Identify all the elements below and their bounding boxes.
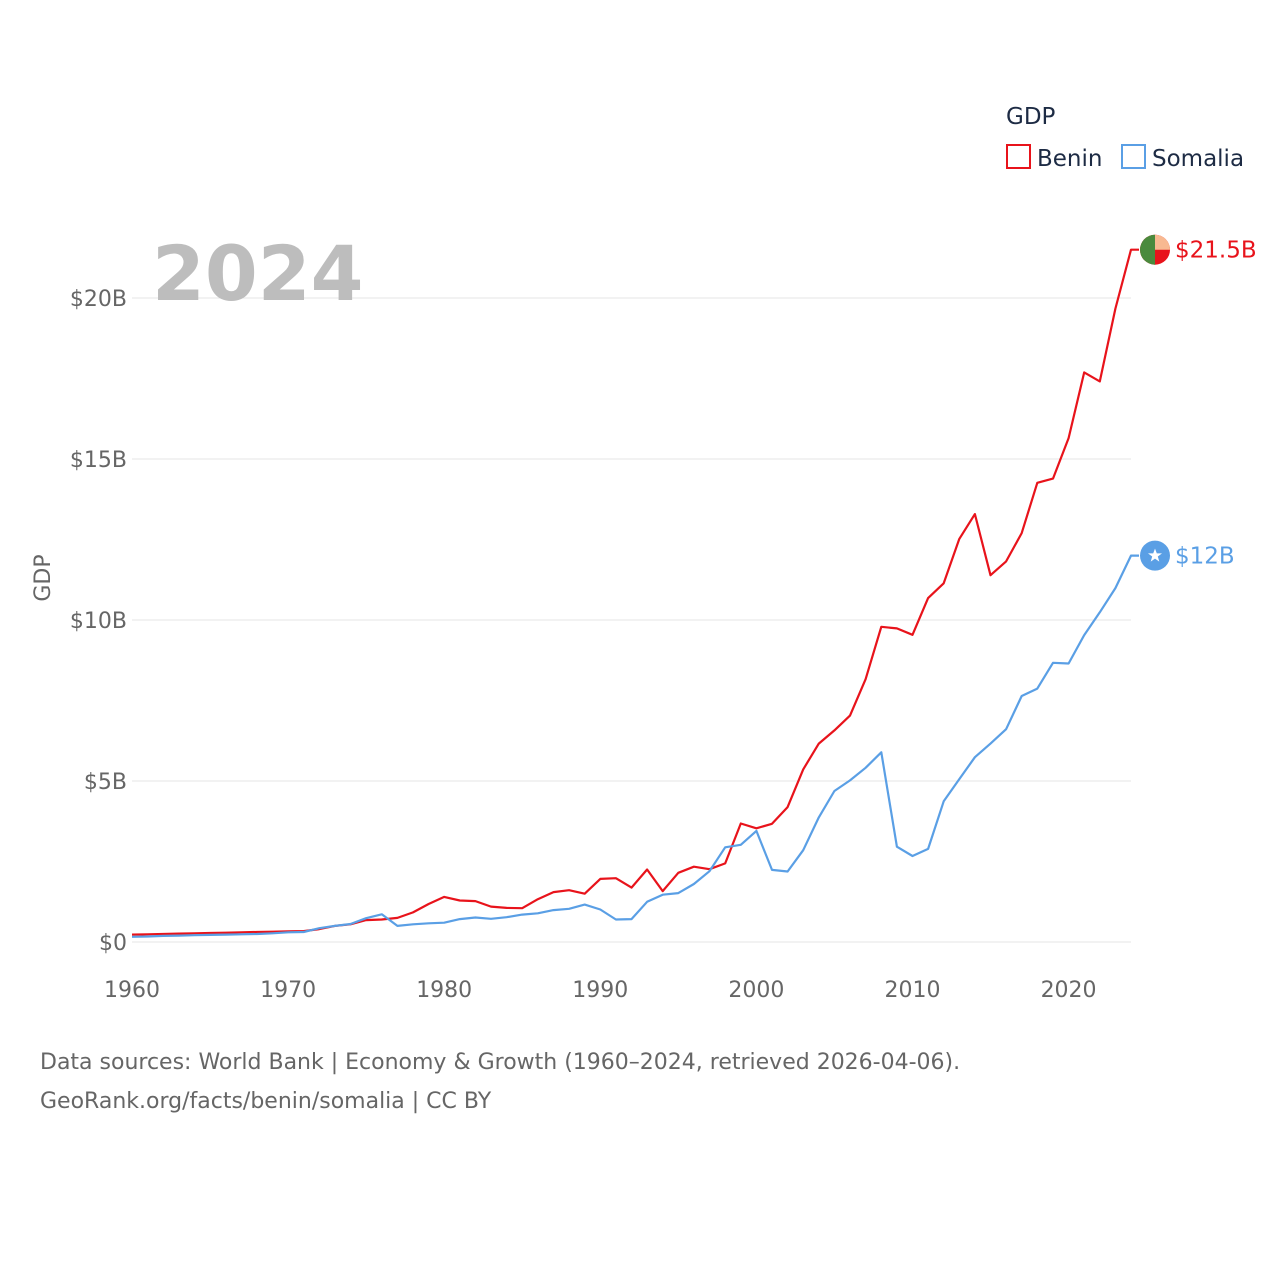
- grid-lines: [132, 297, 1131, 943]
- x-tick-label: 2000: [728, 978, 784, 1003]
- x-tick-label: 1980: [416, 978, 472, 1003]
- y-tick-label: $5B: [84, 770, 127, 795]
- legend-label-somalia: Somalia: [1152, 146, 1244, 172]
- y-axis-ticks: $0 $5B $10B $15B $20B: [70, 287, 127, 956]
- series-line-somalia[interactable]: [131, 554, 1139, 938]
- legend-title: GDP: [1006, 104, 1056, 130]
- legend-item-somalia[interactable]: Somalia: [1121, 144, 1244, 172]
- y-tick-label: $20B: [70, 287, 127, 312]
- x-tick-label: 2010: [884, 978, 940, 1003]
- somalia-end-marker: $12B: [1140, 540, 1235, 571]
- somalia-flag-icon: [1140, 540, 1170, 571]
- legend: GDP Benin Somalia: [1006, 104, 1244, 172]
- chart-footer: Data sources: World Bank | Economy & Gro…: [40, 1043, 960, 1121]
- x-tick-label: 1960: [104, 978, 160, 1003]
- benin-end-label: $21.5B: [1175, 238, 1257, 264]
- legend-swatch-benin: [1006, 144, 1031, 169]
- series-line-benin[interactable]: [131, 248, 1139, 936]
- data-source-note: Data sources: World Bank | Economy & Gro…: [40, 1050, 961, 1075]
- y-tick-label: $10B: [70, 609, 127, 634]
- y-tick-label: $15B: [70, 448, 127, 473]
- somalia-end-label: $12B: [1175, 544, 1235, 570]
- legend-item-benin[interactable]: Benin: [1006, 144, 1102, 172]
- source-link[interactable]: GeoRank.org/facts/benin/somalia | CC BY: [40, 1089, 492, 1114]
- benin-end-marker: $21.5B: [1140, 234, 1257, 265]
- year-watermark: 2024: [152, 229, 364, 318]
- x-axis-ticks: 1960 1970 1980 1990 2000 2010 2020: [104, 978, 1097, 1003]
- y-tick-label: $0: [99, 931, 127, 956]
- x-tick-label: 1970: [260, 978, 316, 1003]
- y-axis-title: GDP: [31, 554, 56, 601]
- legend-swatch-somalia: [1121, 144, 1146, 169]
- legend-label-benin: Benin: [1037, 146, 1102, 172]
- series-lines: [131, 248, 1139, 938]
- x-tick-label: 1990: [572, 978, 628, 1003]
- benin-flag-icon: [1140, 234, 1170, 265]
- x-tick-label: 2020: [1041, 978, 1097, 1003]
